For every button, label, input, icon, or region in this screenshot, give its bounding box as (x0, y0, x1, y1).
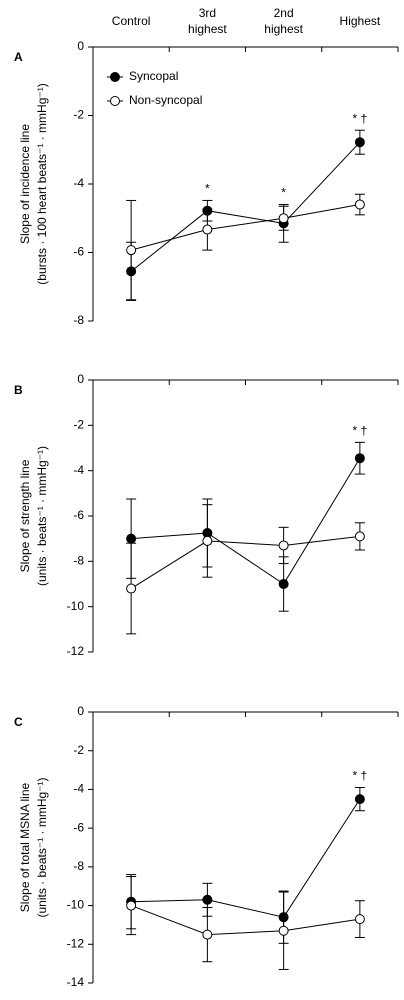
x-tick-label: Highest (340, 14, 381, 28)
panel-label: A (14, 50, 23, 64)
y-axis-label: (units · beats⁻¹ · mmHg⁻¹) (35, 777, 49, 917)
marker (126, 900, 137, 911)
y-tick-label: -8 (73, 313, 84, 327)
x-tick-label: Control (112, 14, 151, 28)
marker (202, 929, 213, 940)
y-tick-label: -2 (73, 743, 84, 757)
legend-label: Syncopal (129, 69, 178, 83)
y-axis-label: Slope of incidence line (18, 124, 32, 244)
series-line (131, 457, 361, 585)
marker (202, 224, 213, 235)
y-tick-label: -8 (73, 554, 84, 568)
y-tick-label: -6 (73, 508, 84, 522)
y-tick-label: 0 (77, 39, 84, 53)
marker (126, 245, 137, 256)
y-tick-label: -2 (73, 108, 84, 122)
marker (126, 533, 137, 544)
y-tick-label: -2 (73, 418, 84, 432)
legend-marker (110, 72, 120, 82)
panel-label: B (14, 383, 23, 397)
y-tick-label: -8 (73, 859, 84, 873)
annotation: * (205, 182, 210, 196)
y-tick-label: -6 (73, 245, 84, 259)
y-tick-label: -12 (67, 644, 85, 658)
x-tick-label: 2nd highest (264, 6, 303, 36)
series-line (131, 798, 361, 918)
y-axis-label: (units · beats⁻¹ · mmHg⁻¹) (35, 446, 49, 586)
y-tick-label: -6 (73, 820, 84, 834)
series-line (130, 905, 360, 936)
marker (278, 925, 289, 936)
annotation: * † (353, 769, 368, 783)
marker (202, 535, 213, 546)
y-axis-label: Slope of total MSNA line (18, 782, 32, 912)
marker (354, 794, 365, 805)
y-tick-label: -4 (73, 463, 84, 477)
series-line (130, 204, 360, 251)
annotation: * † (353, 111, 368, 125)
y-axis-label: (bursts · 100 heart beats⁻¹ · mmHg⁻¹) (35, 83, 49, 284)
y-tick-label: -4 (73, 782, 84, 796)
marker (278, 912, 289, 923)
marker (354, 531, 365, 542)
y-tick-label: -12 (67, 936, 85, 950)
y-tick-label: 0 (77, 372, 84, 386)
marker (202, 205, 213, 216)
y-tick-label: -14 (67, 975, 85, 989)
y-axis-label: Slope of strength line (18, 459, 32, 572)
marker (278, 579, 289, 589)
marker (278, 540, 289, 551)
x-tick-label: 3rd highest (188, 6, 227, 36)
series-line (130, 141, 361, 272)
y-tick-label: -10 (67, 599, 85, 613)
y-tick-label: 0 (77, 704, 84, 718)
legend-label: Non-syncopal (129, 93, 202, 107)
marker (126, 266, 137, 277)
marker (202, 894, 213, 905)
marker (126, 583, 137, 594)
legend-marker (110, 96, 120, 106)
marker (278, 213, 289, 224)
marker (354, 137, 365, 148)
y-tick-label: -4 (73, 176, 84, 190)
y-tick-label: -10 (67, 898, 85, 912)
marker (354, 453, 365, 464)
annotation: * (281, 186, 286, 200)
panel-label: C (14, 715, 23, 729)
series-line (130, 535, 360, 589)
marker (354, 199, 365, 210)
annotation: * † (353, 424, 368, 438)
marker (354, 914, 365, 925)
